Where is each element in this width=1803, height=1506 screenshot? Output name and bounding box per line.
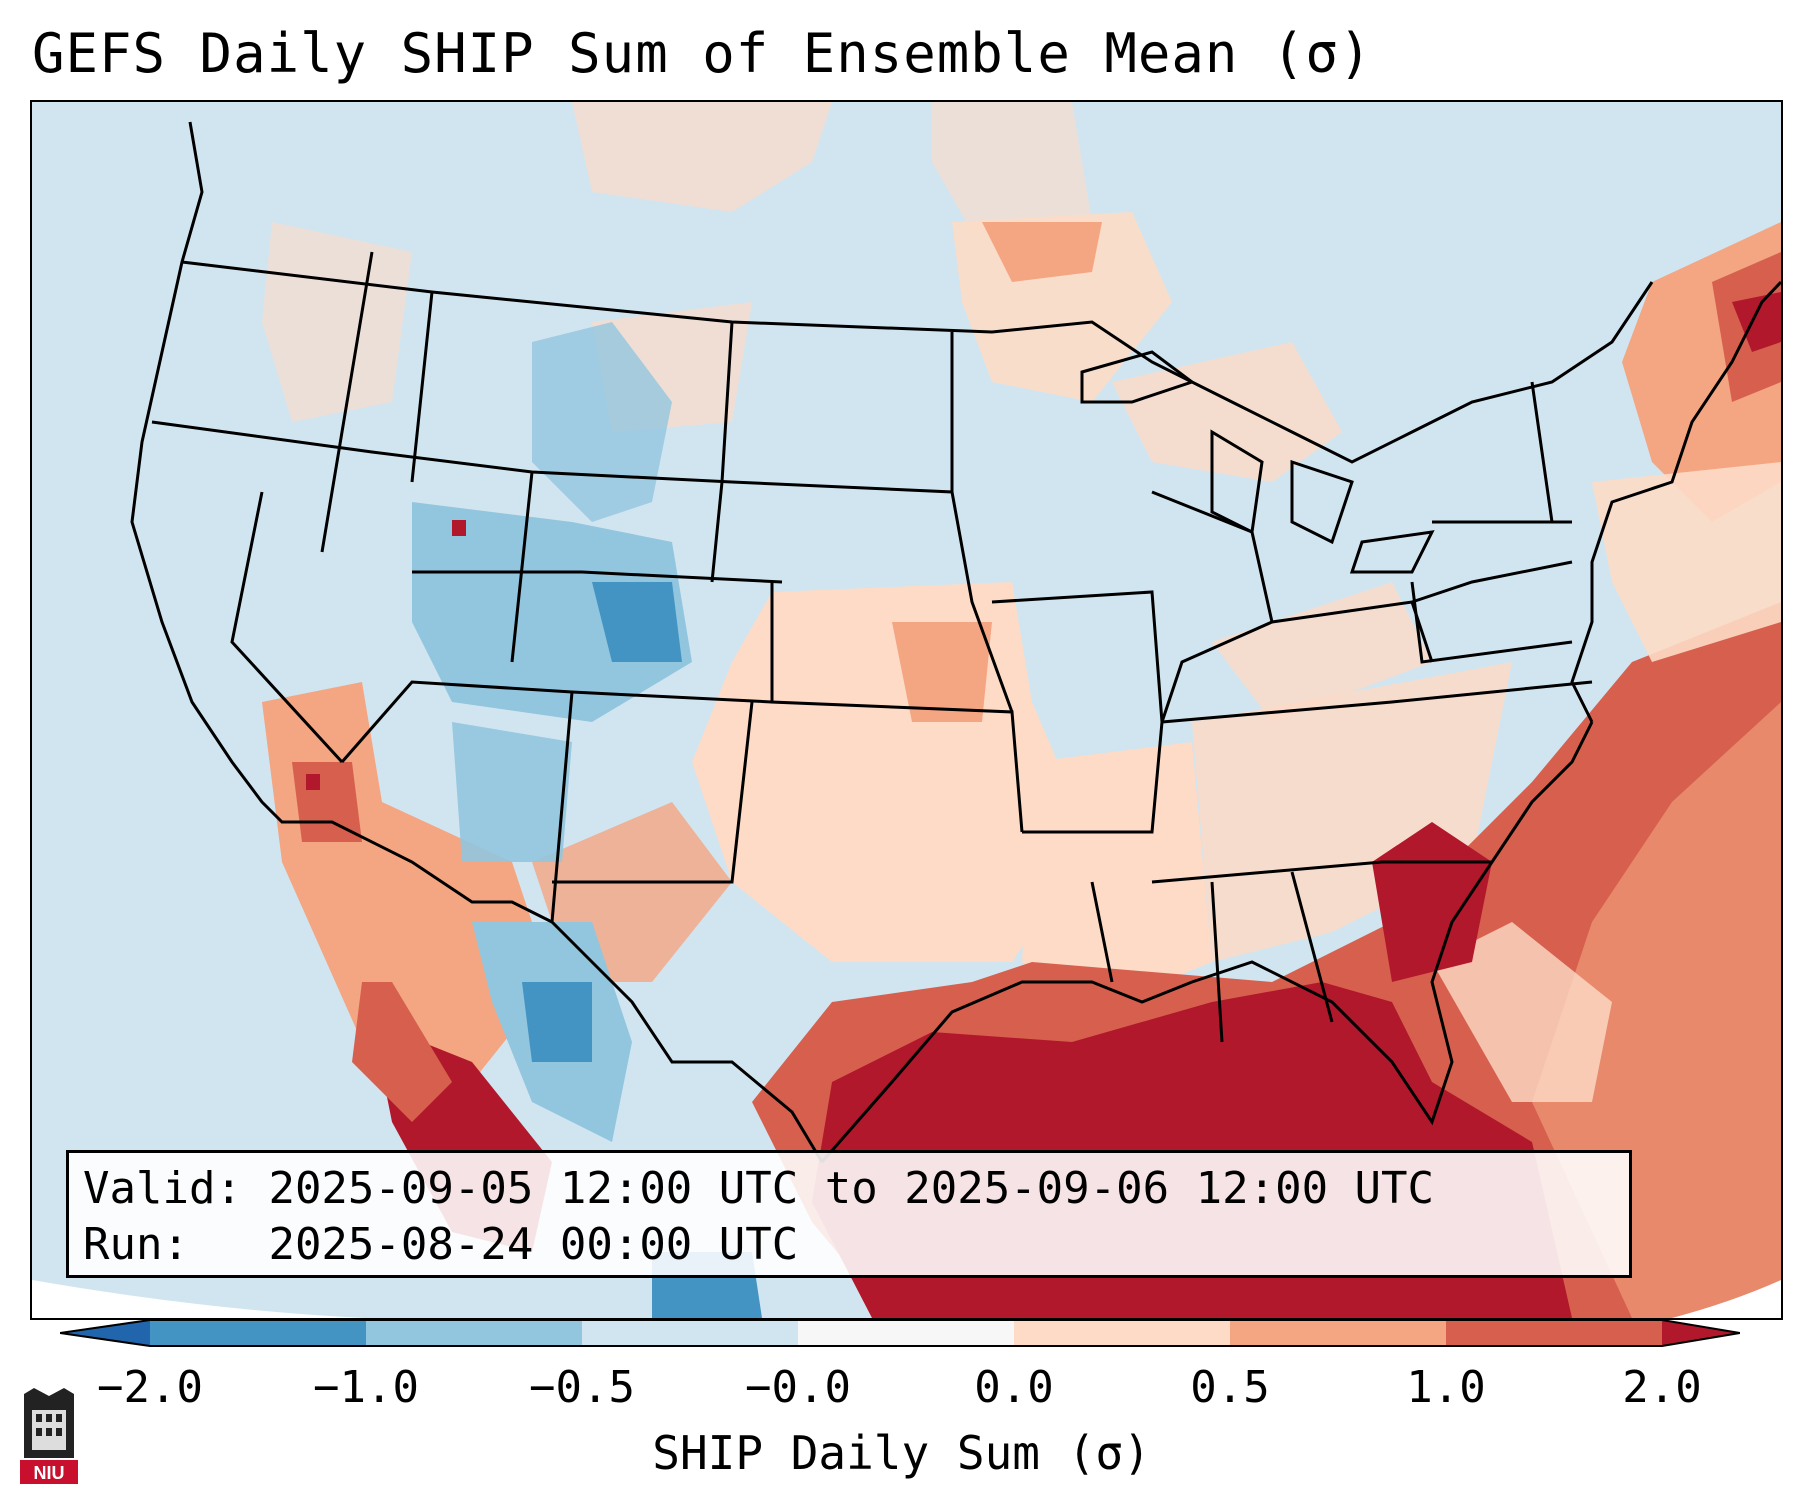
colorbar-over-arrow <box>1662 1320 1740 1346</box>
valid-label: Valid: <box>83 1163 242 1214</box>
valid-run-info-box: Valid: 2025-09-05 12:00 UTC to 2025-09-0… <box>66 1150 1632 1278</box>
colorbar <box>60 1319 1740 1347</box>
colorbar-tick: 0.0 <box>974 1362 1054 1413</box>
colorbar-segment <box>1230 1320 1446 1346</box>
colorbar-tick: −2.0 <box>97 1362 203 1413</box>
colorbar-tick: −0.5 <box>529 1362 635 1413</box>
colorbar-tick: −0.0 <box>745 1362 851 1413</box>
anomaly-fields <box>262 102 1781 1318</box>
niu-logo-icon: NIU <box>20 1388 78 1484</box>
colorbar-segment <box>366 1320 582 1346</box>
colorbar-under-arrow <box>60 1320 150 1346</box>
borders <box>130 121 1781 1163</box>
map-canvas <box>32 102 1781 1318</box>
colorbar-label: SHIP Daily Sum (σ) <box>652 1426 1151 1480</box>
valid-value: 2025-09-05 12:00 UTC to 2025-09-06 12:00… <box>268 1163 1435 1214</box>
colorbar-segment <box>798 1320 1014 1346</box>
colorbar-tick: −1.0 <box>313 1362 419 1413</box>
map-title: GEFS Daily SHIP Sum of Ensemble Mean (σ) <box>32 22 1373 85</box>
colorbar-tick: 1.0 <box>1406 1362 1486 1413</box>
projection-edge <box>32 1280 592 1318</box>
colorbar-segment <box>1446 1320 1662 1346</box>
colorbar-tick: 0.5 <box>1190 1362 1270 1413</box>
map-panel <box>30 100 1783 1320</box>
colorbar-segment <box>150 1320 366 1346</box>
colorbar-segment <box>1014 1320 1230 1346</box>
logo-text: NIU <box>34 1463 65 1483</box>
run-value: 2025-08-24 00:00 UTC <box>268 1219 799 1270</box>
colorbar-tick: 2.0 <box>1622 1362 1702 1413</box>
run-label: Run: <box>83 1219 189 1270</box>
colorbar-segment <box>582 1320 798 1346</box>
